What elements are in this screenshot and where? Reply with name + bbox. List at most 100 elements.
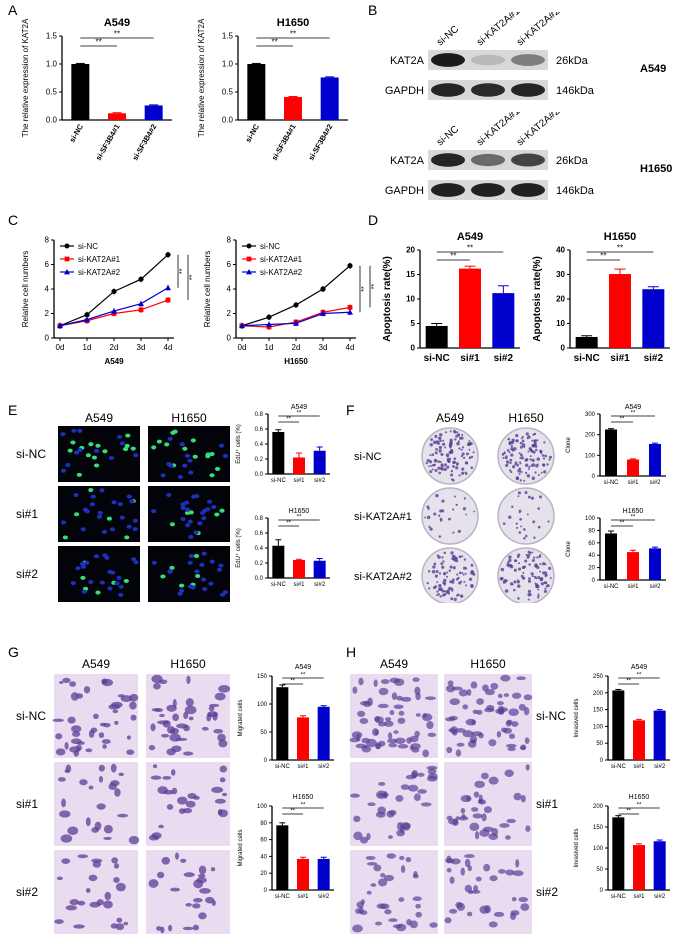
migrated-cell xyxy=(54,919,64,924)
significance-mark: ** xyxy=(290,679,295,685)
invaded-cell xyxy=(374,729,379,736)
dapi-nucleus xyxy=(179,442,185,447)
dapi-nucleus xyxy=(206,499,213,504)
edu-positive-nucleus xyxy=(73,512,80,517)
y-tick-label: 15 xyxy=(406,270,415,279)
column-header: H1650 xyxy=(470,657,506,671)
invaded-cell xyxy=(366,861,378,866)
colony xyxy=(449,430,452,433)
invaded-cell xyxy=(377,740,386,747)
migrated-cell xyxy=(96,899,104,906)
migrated-cell xyxy=(162,776,172,780)
colony xyxy=(448,586,452,591)
colony xyxy=(527,435,531,439)
edu-positive-nucleus xyxy=(209,452,215,457)
colony xyxy=(539,563,542,566)
migrated-cell xyxy=(94,821,102,831)
dapi-nucleus xyxy=(222,590,228,595)
culture-dish xyxy=(421,547,479,605)
point-si-KAT2A#2 xyxy=(138,300,144,307)
panel-label-A: A xyxy=(8,2,18,18)
invaded-cell xyxy=(469,822,480,832)
y-tick-label: 30 xyxy=(556,270,565,279)
chart-title: H1650 xyxy=(623,508,644,515)
bar-si-NC xyxy=(612,817,625,890)
colony xyxy=(535,577,538,580)
point-si-KAT2A#2 xyxy=(111,308,117,314)
dapi-nucleus xyxy=(118,584,124,589)
invaded-cell xyxy=(471,731,483,737)
invaded-cell xyxy=(458,689,469,697)
colony xyxy=(443,463,447,467)
colony xyxy=(522,576,525,579)
colony xyxy=(452,578,455,581)
dapi-nucleus xyxy=(177,474,184,479)
dapi-nucleus xyxy=(178,588,185,593)
invaded-cell xyxy=(412,896,422,901)
migrated-cell xyxy=(161,733,170,738)
colony xyxy=(533,441,537,445)
dapi-nucleus xyxy=(131,557,137,562)
colony xyxy=(430,464,432,467)
y-tick-label: 60 xyxy=(588,541,595,547)
colony xyxy=(459,580,463,584)
column-header: H1650 xyxy=(508,411,544,425)
western-blot-H1650: si-NC si-KAT2A#1 si-KAT2A#2 KAT2A 26kDa GAPDH… xyxy=(378,106,673,212)
invaded-cell xyxy=(464,858,471,868)
edu-positive-nucleus xyxy=(67,448,73,453)
migrated-cell xyxy=(96,803,106,810)
dapi-nucleus xyxy=(96,514,103,519)
invaded-cell xyxy=(519,745,526,750)
migrated-cell xyxy=(69,899,80,906)
invaded-cell xyxy=(378,781,386,786)
panel-label-H: H xyxy=(346,644,357,660)
colony xyxy=(516,580,521,584)
blot-svg: si-NC si-KAT2A#1si-KAT2A#2 KAT2A 26kDa GAPDH… xyxy=(385,106,672,200)
dapi-nucleus xyxy=(104,555,110,560)
y-tick-label: 0 xyxy=(45,334,50,343)
y-tick-label: 50 xyxy=(260,730,267,736)
colony xyxy=(438,449,442,453)
significance-mark: ** xyxy=(290,30,296,39)
invaded-cell xyxy=(378,687,389,696)
invaded-cell xyxy=(489,875,498,882)
colony xyxy=(453,495,456,498)
colony xyxy=(526,513,529,516)
invaded-cell xyxy=(512,870,524,877)
colony xyxy=(510,470,513,474)
dapi-nucleus xyxy=(117,434,123,439)
dapi-nucleus xyxy=(114,581,120,586)
row-label: si#2 xyxy=(16,567,38,581)
invaded-cell xyxy=(482,826,494,832)
colony xyxy=(513,568,517,572)
invaded-cell xyxy=(349,737,360,743)
y-tick-label: 300 xyxy=(585,412,596,418)
colony xyxy=(548,455,553,459)
dapi-nucleus xyxy=(209,559,215,564)
colony xyxy=(450,469,454,473)
colony xyxy=(443,590,446,593)
edu-positive-nucleus xyxy=(130,446,136,451)
point-si-KAT2A#2 xyxy=(239,322,245,329)
x-tick-label: si-NC xyxy=(271,582,287,588)
colony xyxy=(507,564,510,568)
colony xyxy=(435,570,439,574)
colony xyxy=(542,457,546,460)
invaded-cell xyxy=(413,870,418,877)
colony xyxy=(530,572,534,576)
y-tick-label: 0.0 xyxy=(255,472,264,478)
invaded-cell xyxy=(387,835,393,839)
invaded-cell xyxy=(396,923,407,932)
point-si-KAT2A#2 xyxy=(57,322,63,329)
colony xyxy=(531,575,534,578)
migrated-cell xyxy=(214,798,226,804)
migrated-cell xyxy=(183,751,194,756)
migrated-cell xyxy=(98,732,105,739)
colony xyxy=(535,584,539,589)
invaded-cell xyxy=(352,686,358,694)
bar-si-NC xyxy=(605,533,617,580)
migrated-cell xyxy=(117,813,129,818)
colony xyxy=(528,447,533,451)
y-tick-label: 4 xyxy=(45,285,50,294)
migrated-cell xyxy=(192,924,200,931)
